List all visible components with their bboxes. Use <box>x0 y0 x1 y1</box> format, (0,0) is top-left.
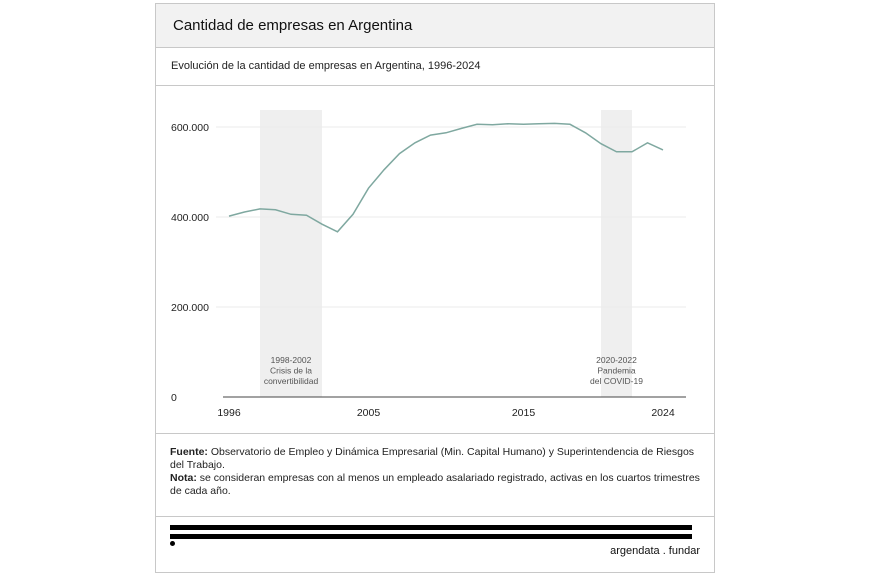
logo-bar <box>170 534 692 539</box>
y-tick-label: 600.000 <box>171 122 209 134</box>
y-tick-label: 0 <box>171 392 177 404</box>
band-label: Pandemia <box>597 366 636 376</box>
x-tick-label: 1996 <box>217 407 241 419</box>
x-tick-label: 2024 <box>651 407 675 419</box>
band-label: del COVID-19 <box>590 376 643 386</box>
y-tick-label: 400.000 <box>171 212 209 224</box>
footer-notes: Fuente: Observatorio de Empleo y Dinámic… <box>156 433 714 517</box>
band-label: Crisis de la <box>270 366 312 376</box>
y-tick-label: 200.000 <box>171 302 209 314</box>
source: Fuente: Observatorio de Empleo y Dinámic… <box>170 446 695 471</box>
chart-card: Cantidad de empresas en Argentina Evoluc… <box>155 3 715 573</box>
brand-logo: argendata . fundar <box>610 545 700 557</box>
shaded-band <box>601 110 632 397</box>
series-line <box>228 122 664 233</box>
chart-subtitle: Evolución de la cantidad de empresas en … <box>156 48 714 86</box>
band-label: 1998-2002 <box>271 355 312 365</box>
shaded-band <box>260 110 322 397</box>
chart-title: Cantidad de empresas en Argentina <box>156 4 714 48</box>
x-tick-label: 2015 <box>512 407 536 419</box>
note: Nota: se consideran empresas con al meno… <box>170 472 700 497</box>
logo-bar <box>170 525 692 530</box>
band-label: convertibilidad <box>264 376 319 386</box>
band-label: 2020-2022 <box>596 355 637 365</box>
x-tick-label: 2005 <box>357 407 381 419</box>
logo-dot <box>170 541 175 546</box>
